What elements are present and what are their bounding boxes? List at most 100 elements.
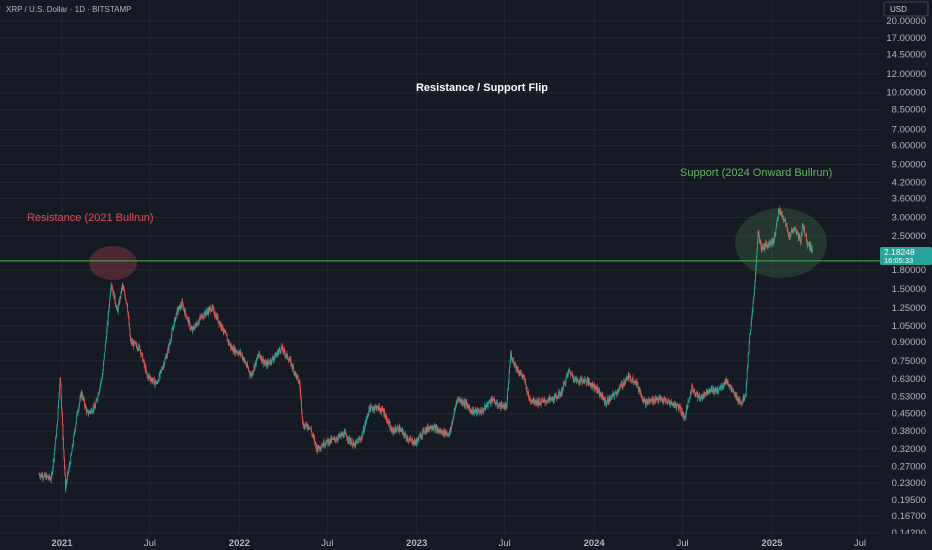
candle-body [130, 336, 131, 342]
candle-body [103, 359, 105, 365]
price-tick-label: 1.05000 [892, 321, 926, 332]
candle-body [680, 409, 682, 413]
candle-body [293, 368, 295, 373]
candle-body [776, 218, 778, 222]
candle-body [498, 404, 500, 406]
candle-body [70, 455, 72, 464]
candle-body [784, 220, 786, 221]
candle-body [353, 442, 355, 446]
candle-body [78, 405, 80, 410]
candle-body [438, 429, 440, 433]
candle-body [380, 411, 382, 413]
candle-body [394, 430, 395, 433]
candle-body [303, 424, 304, 428]
candle-body [802, 223, 804, 226]
candle-body [276, 351, 278, 355]
candle-body [549, 397, 551, 400]
candle-body [725, 380, 727, 385]
candle-body [424, 432, 425, 434]
candle-body [190, 327, 192, 329]
candle-body [717, 388, 718, 394]
candle-body [432, 428, 434, 429]
candle-body [162, 369, 163, 370]
candle-body [223, 328, 225, 332]
candle-body [86, 410, 88, 413]
candle-body [608, 396, 610, 403]
price-tick-label: 1.50000 [892, 284, 926, 295]
candle-body [779, 210, 781, 214]
candle-body [739, 399, 740, 401]
candle-body [215, 314, 217, 319]
candle-body [158, 380, 160, 382]
candle-body [376, 405, 378, 409]
candle-body [787, 231, 789, 234]
candle-body [684, 416, 685, 418]
price-tick-label: 0.14200 [892, 528, 926, 539]
candle-body [356, 441, 357, 443]
candle-body [330, 437, 332, 442]
support-annotation: Support (2024 Onward Bullrun) [680, 167, 832, 179]
candle-body [606, 402, 608, 404]
candle-body [720, 385, 722, 387]
candle-body [698, 396, 700, 397]
candle-body [195, 324, 197, 327]
candle-body [625, 378, 627, 382]
candle-body [628, 375, 630, 379]
candle-body [422, 429, 424, 431]
candle-body [319, 446, 320, 449]
candle-body [395, 429, 397, 432]
candle-body [537, 400, 539, 404]
candle-body [229, 344, 231, 346]
candle-body [164, 362, 165, 366]
candle-body [149, 376, 150, 378]
price-tick-label: 0.27000 [892, 462, 926, 473]
candle-body [736, 395, 738, 401]
candle-body [645, 400, 647, 406]
candle-body [305, 423, 307, 425]
candle-body [690, 392, 692, 394]
candle-body [581, 378, 582, 380]
candle-body [586, 382, 588, 384]
candle-body [50, 479, 52, 481]
candle-body [142, 354, 144, 362]
candle-body [382, 408, 384, 411]
candle-body [791, 230, 793, 232]
candle-body [52, 459, 54, 468]
candle-body [292, 365, 294, 369]
candle-body [792, 228, 794, 231]
candle-body [655, 397, 657, 400]
candle-body [463, 400, 465, 406]
candle-body [264, 362, 266, 363]
candle-body [614, 393, 615, 397]
candle-body [724, 382, 726, 384]
candle-body [38, 474, 40, 476]
candle-body [798, 234, 800, 238]
candle-body [126, 302, 128, 306]
chart-title: Resistance / Support Flip [416, 82, 548, 94]
candle-body [525, 381, 527, 385]
price-tick-label: 0.75000 [892, 356, 926, 367]
candle-body [618, 390, 619, 392]
candle-body [783, 219, 785, 222]
candle-body [617, 391, 619, 393]
price-tick-label: 0.53000 [892, 392, 926, 403]
candle-body [198, 320, 200, 323]
candle-body [166, 355, 168, 359]
candle-body [335, 440, 337, 441]
currency-button[interactable]: USD [883, 1, 929, 17]
candle-body [39, 476, 41, 478]
candle-body [299, 381, 301, 384]
candle-body [112, 289, 114, 294]
candle-body [140, 354, 142, 355]
candle-body [721, 387, 723, 389]
candle-body [233, 347, 234, 352]
candle-body [369, 406, 371, 409]
candle-body [492, 399, 494, 402]
candle-body [226, 336, 228, 341]
candle-body [263, 359, 265, 365]
candle-body [346, 438, 348, 440]
candle-body [530, 401, 532, 402]
candle-body [245, 363, 247, 366]
candle-body [116, 307, 117, 308]
